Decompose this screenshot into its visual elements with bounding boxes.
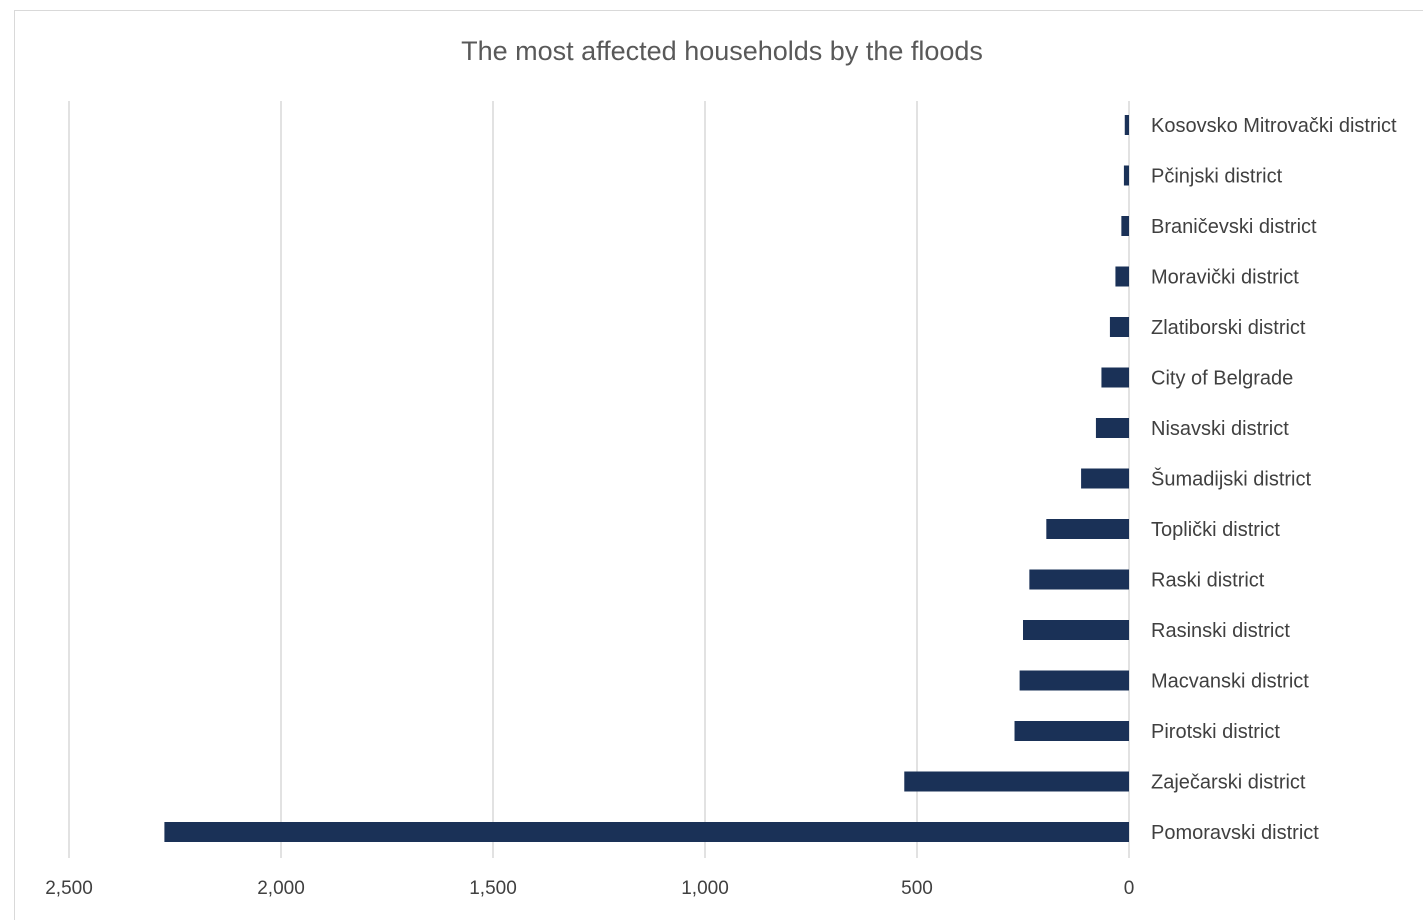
bar (1029, 569, 1129, 590)
category-label: Pirotski district (1151, 721, 1280, 743)
x-tick-label: 0 (1124, 878, 1135, 899)
category-label: Zaječarski district (1151, 772, 1306, 794)
bar (1115, 266, 1129, 287)
category-label: Nisavski district (1151, 418, 1289, 440)
bar (164, 822, 1129, 842)
bar (1081, 468, 1129, 489)
category-label: Šumadijski district (1151, 468, 1311, 491)
bar (1095, 418, 1129, 438)
category-labels: Kosovsko Mitrovački district Pčinjski dis… (1151, 115, 1397, 844)
x-tick-label: 500 (901, 878, 933, 899)
bars (164, 115, 1129, 842)
x-tick-labels: 2,500 2,000 1,500 1,000 500 0 (45, 878, 1134, 899)
bar (1109, 317, 1129, 337)
category-label: Rasinski district (1151, 620, 1290, 642)
bar (1124, 115, 1129, 135)
x-tick-label: 2,500 (45, 878, 93, 899)
x-tick-label: 1,000 (681, 878, 729, 899)
category-label: Raski district (1151, 570, 1265, 592)
chart-frame (14, 10, 1423, 920)
bar (1123, 165, 1129, 186)
bar (904, 771, 1129, 792)
category-label: Pčinjski district (1151, 166, 1283, 188)
bar (1046, 519, 1129, 539)
category-label: Zlatiborski district (1151, 317, 1306, 339)
chart-title: The most affected households by the floo… (461, 36, 983, 66)
gridlines (68, 101, 1130, 858)
category-label: Macvanski district (1151, 671, 1309, 693)
category-label: Braničevski district (1151, 216, 1317, 238)
x-tick-label: 1,500 (469, 878, 517, 899)
x-tick-label: 2,000 (257, 878, 305, 899)
bar (1019, 670, 1129, 691)
category-label: Kosovsko Mitrovački district (1151, 115, 1397, 137)
bar (1023, 620, 1129, 640)
bar (1121, 216, 1129, 236)
category-label: Toplički district (1151, 519, 1280, 541)
category-label: Moravički district (1151, 267, 1299, 289)
bar (1101, 367, 1129, 388)
category-label: City of Belgrade (1151, 368, 1293, 390)
category-label: Pomoravski district (1151, 822, 1319, 844)
bar (1014, 721, 1129, 741)
